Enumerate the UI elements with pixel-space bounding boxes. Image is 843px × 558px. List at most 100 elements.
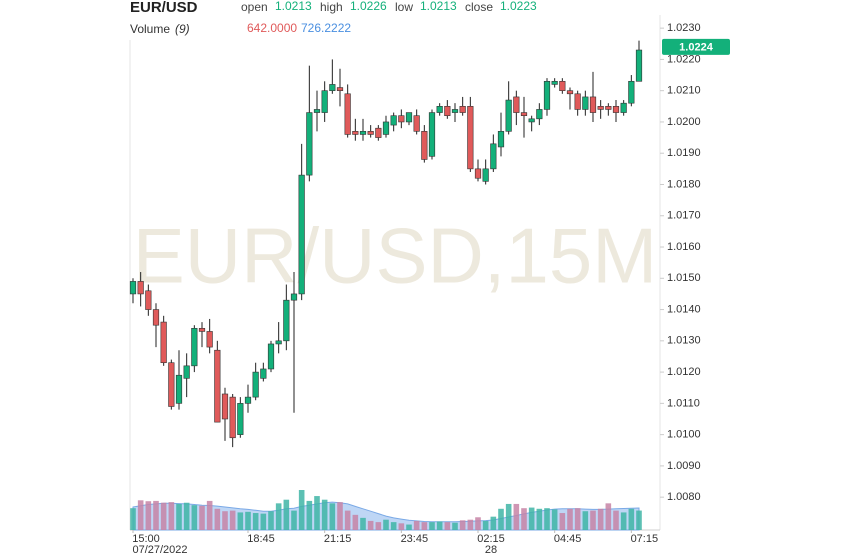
y-tick-label: 1.0180 xyxy=(667,178,701,190)
y-tick-label: 1.0100 xyxy=(667,429,701,441)
volume-bar xyxy=(475,517,481,530)
candle-body xyxy=(375,127,382,138)
candle-body xyxy=(589,96,597,113)
volume-bar xyxy=(498,508,504,530)
volume-bar xyxy=(429,522,435,530)
volume-bar xyxy=(314,496,320,530)
volume-bar xyxy=(406,524,412,530)
volume-bar xyxy=(344,510,351,530)
volume-bar xyxy=(559,513,566,530)
candle-body xyxy=(536,109,543,120)
candle-body xyxy=(275,340,282,345)
candle-body xyxy=(390,115,397,126)
candle-body xyxy=(260,368,267,379)
volume-bar xyxy=(490,516,497,530)
volume-bar xyxy=(252,513,259,530)
candle-body xyxy=(474,168,482,179)
x-tick-label: 07:15 xyxy=(631,533,659,545)
candle-body xyxy=(520,112,528,116)
volume-bar xyxy=(268,511,274,530)
candle-body xyxy=(582,96,589,110)
volume-bar xyxy=(367,520,374,530)
x-tick-label: 21:15 xyxy=(324,533,352,545)
candle-body xyxy=(612,106,620,113)
candle-body xyxy=(198,328,206,332)
ohlc-value: 1.0223 xyxy=(500,0,537,13)
candle-body xyxy=(566,90,574,95)
y-tick-label: 1.0230 xyxy=(667,22,701,34)
volume-bar xyxy=(214,508,221,530)
candle-body xyxy=(551,80,558,85)
volume-bar xyxy=(298,490,305,530)
y-tick-label: 1.0160 xyxy=(667,241,701,253)
candle-body xyxy=(329,84,336,91)
candle-body xyxy=(359,131,367,135)
y-tick-label: 1.0080 xyxy=(667,491,701,503)
y-tick-label: 1.0120 xyxy=(667,366,701,378)
volume-bar xyxy=(628,508,635,530)
volume-legend-value: 726.2222 xyxy=(301,21,351,35)
volume-bar xyxy=(153,500,159,530)
x-tick-label: 02:15 xyxy=(477,533,505,545)
y-tick-label: 1.0200 xyxy=(667,116,701,128)
y-tick-label: 1.0150 xyxy=(667,272,701,284)
volume-bar xyxy=(620,512,627,530)
volume-bar xyxy=(145,501,152,530)
candle-body xyxy=(559,80,566,91)
volume-bar xyxy=(237,512,244,530)
x-tick-label: 04:45 xyxy=(554,533,582,545)
y-tick-label: 1.0190 xyxy=(667,147,701,159)
volume-bar xyxy=(444,522,451,530)
volume-bar xyxy=(137,500,144,530)
candle-body xyxy=(451,109,459,113)
candle-body xyxy=(513,96,520,113)
x-tick-label: 15:00 xyxy=(132,533,160,545)
candle-body xyxy=(444,106,451,116)
candle-body xyxy=(605,106,612,110)
candle-body xyxy=(635,49,643,82)
y-tick-label: 1.0130 xyxy=(667,335,701,347)
volume-bar xyxy=(459,520,466,530)
x-date-label: 07/27/2022 xyxy=(132,544,187,556)
volume-bar xyxy=(321,499,328,530)
volume-bar xyxy=(551,509,558,530)
volume-bar xyxy=(467,519,474,530)
candle-body xyxy=(543,80,551,110)
candle-body xyxy=(168,362,175,407)
ohlc-label: low xyxy=(395,0,413,14)
candle-body xyxy=(252,371,259,398)
ohlc-label: close xyxy=(465,0,493,14)
volume-bar xyxy=(521,508,527,530)
volume-bar xyxy=(360,517,366,530)
candle-body xyxy=(206,331,213,348)
candle-body xyxy=(229,396,236,439)
candle-body xyxy=(459,106,466,113)
y-tick-label: 1.0210 xyxy=(667,85,701,97)
volume-bar xyxy=(536,508,543,530)
watermark: EUR/USD,15M xyxy=(133,212,657,300)
candle-body xyxy=(428,112,436,157)
candle-body xyxy=(382,121,390,135)
volume-bar xyxy=(222,511,228,530)
candle-body xyxy=(152,309,160,326)
volume-bar xyxy=(390,522,397,530)
candle-body xyxy=(336,87,344,91)
volume-bar xyxy=(636,510,642,530)
candle-body xyxy=(129,281,137,295)
candle-body xyxy=(298,174,305,295)
x-tick-label: 23:45 xyxy=(401,533,429,545)
candle-body xyxy=(467,106,474,170)
volume-bar xyxy=(482,520,489,530)
candle-body xyxy=(482,168,489,182)
candle-body xyxy=(183,365,190,379)
volume-bar xyxy=(337,502,343,530)
volume-bar xyxy=(567,508,573,530)
candle-body xyxy=(191,328,198,367)
candle-body xyxy=(175,374,183,404)
volume-bar xyxy=(183,502,190,530)
volume-bar xyxy=(436,521,443,530)
volume-ma-area xyxy=(132,501,640,531)
candle-body xyxy=(313,109,321,113)
volume-bar xyxy=(398,523,405,530)
volume-bar xyxy=(582,511,589,530)
